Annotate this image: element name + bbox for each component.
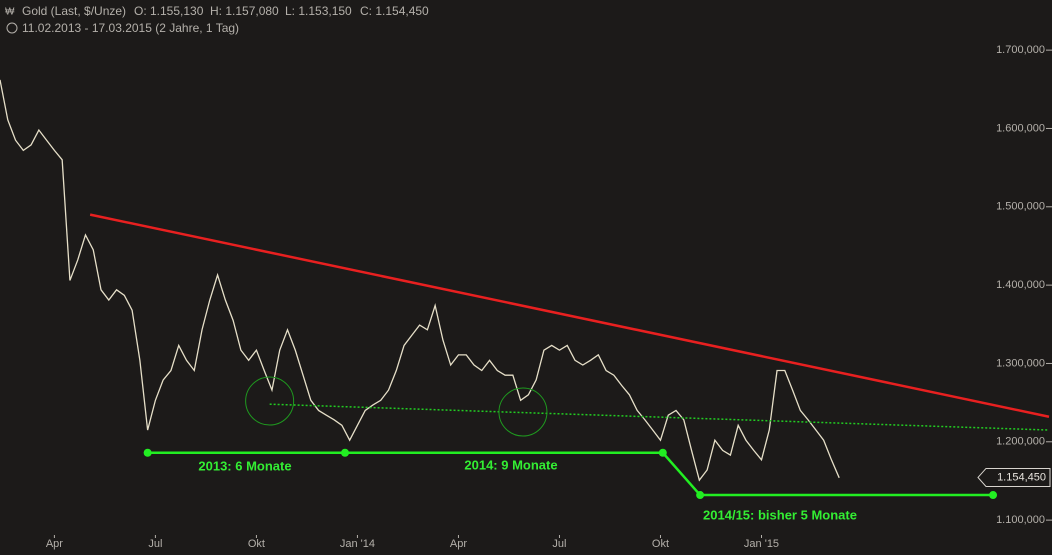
x-tick-label: Apr bbox=[46, 538, 63, 550]
last-price-box bbox=[977, 467, 1051, 487]
x-tick-label: Jul bbox=[552, 538, 566, 550]
trend-point bbox=[989, 491, 998, 500]
x-tick-label: Jul bbox=[148, 538, 162, 550]
trend-line bbox=[269, 403, 1050, 431]
trend-line bbox=[89, 213, 1050, 418]
highlight-circle bbox=[498, 387, 548, 437]
annotation: 2014: 9 Monate bbox=[464, 457, 557, 472]
y-tick-label: 1.500,000 bbox=[996, 201, 1045, 213]
y-tick-label: 1.400,000 bbox=[996, 279, 1045, 291]
highlight-circle bbox=[245, 376, 295, 426]
y-tick-label: 1.200,000 bbox=[996, 436, 1045, 448]
x-tick-label: Okt bbox=[248, 538, 265, 550]
x-tick-label: Jan '14 bbox=[340, 538, 375, 550]
x-tick-label: Apr bbox=[450, 538, 467, 550]
trend-point bbox=[143, 448, 152, 457]
chart-title: Gold (Last, $/Unze) bbox=[22, 4, 126, 18]
trend-point bbox=[341, 448, 350, 457]
x-tick-label: Jan '15 bbox=[744, 538, 779, 550]
annotation: 2013: 6 Monate bbox=[198, 458, 291, 473]
y-tick-label: 1.700,000 bbox=[996, 44, 1045, 56]
annotation: 2014/15: bisher 5 Monate bbox=[703, 507, 857, 522]
y-tick-label: 1.300,000 bbox=[996, 357, 1045, 369]
ohlc-open: O: 1.155,130 bbox=[134, 4, 204, 18]
x-tick-label: Okt bbox=[652, 538, 669, 550]
y-tick-label: 1.600,000 bbox=[996, 122, 1045, 134]
ohlc-low: L: 1.153,150 bbox=[285, 4, 352, 18]
chart-subtitle: 11.02.2013 - 17.03.2015 (2 Jahre, 1 Tag) bbox=[22, 21, 239, 35]
ohlc-close: C: 1.154,450 bbox=[360, 4, 429, 18]
y-tick-label: 1.100,000 bbox=[996, 514, 1045, 526]
trend-point bbox=[696, 491, 705, 500]
chart-icon: ₩ bbox=[5, 7, 15, 18]
clock-icon bbox=[6, 22, 18, 34]
trend-point bbox=[658, 448, 667, 457]
last-price-label: 1.154,450 bbox=[997, 471, 1046, 483]
price-line bbox=[0, 79, 840, 482]
ohlc-high: H: 1.157,080 bbox=[210, 4, 279, 18]
